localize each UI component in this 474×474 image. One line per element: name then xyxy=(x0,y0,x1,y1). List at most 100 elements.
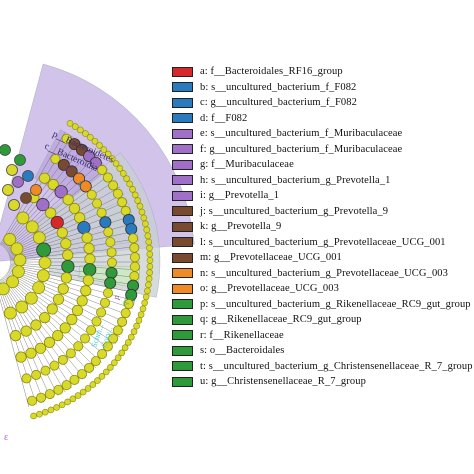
legend-swatch-l xyxy=(172,237,193,248)
node xyxy=(73,341,84,352)
highlight-node xyxy=(61,259,75,274)
node xyxy=(102,341,113,352)
branch-line xyxy=(0,278,72,388)
legend-swatch-q xyxy=(172,314,193,325)
node xyxy=(117,197,128,208)
highlight-node xyxy=(79,180,92,193)
node xyxy=(96,207,107,218)
legend-label-l: l: s__uncultured_bacterium_g_Prevotellac… xyxy=(200,236,446,248)
branch-line xyxy=(9,246,140,261)
node xyxy=(62,249,74,261)
branch-line xyxy=(9,263,140,278)
legend-label-p: p: s__uncultured_bacterium_g_Rikenellace… xyxy=(200,298,471,310)
leaf-node xyxy=(116,165,124,172)
node xyxy=(102,288,113,299)
node xyxy=(108,333,119,344)
legend-item-k: k: g__Prevotella_9 xyxy=(172,219,472,235)
legend-label-q: q: g__Rikenellaceae_RC9_gut_group xyxy=(200,314,362,326)
branch-line xyxy=(8,200,128,255)
leaf-node xyxy=(138,208,146,216)
node xyxy=(59,322,71,334)
legend-swatch-e xyxy=(172,128,193,139)
legend-swatch-h xyxy=(172,175,193,186)
leaf-node xyxy=(142,293,150,301)
legend-label-c: c: g__uncultured_bacterium_f_F082 xyxy=(200,97,357,109)
legend-label-r: r: f__Rikenellaceae xyxy=(200,329,284,341)
legend-label-b: b: s__uncultured_bacterium_f_F082 xyxy=(200,81,357,93)
leaf-node xyxy=(134,197,142,204)
leaf-node xyxy=(79,388,87,396)
leaf-node xyxy=(77,126,84,134)
branch-line xyxy=(9,264,139,286)
branch-line xyxy=(4,275,102,363)
legend-item-m: m: g__Prevotellaceae_UCG_001 xyxy=(172,250,472,266)
leaf-node xyxy=(142,220,149,228)
node xyxy=(129,252,140,263)
branch-line xyxy=(4,276,97,369)
node xyxy=(38,172,51,184)
leaf-node xyxy=(96,142,103,149)
node xyxy=(83,242,95,254)
node xyxy=(21,373,32,384)
branch-line xyxy=(2,145,85,247)
node xyxy=(97,348,108,359)
branch-line xyxy=(9,266,135,302)
leaf-node xyxy=(98,373,106,380)
leaf-node xyxy=(104,150,112,158)
legend-item-h: h: s__uncultured_bacterium_g_Prevotella_… xyxy=(172,173,472,189)
node xyxy=(102,172,113,183)
node xyxy=(32,281,46,295)
leaf-node xyxy=(30,412,37,420)
leaf-node xyxy=(94,377,101,384)
highlight-node xyxy=(65,165,78,178)
node xyxy=(47,178,59,191)
leaf-node xyxy=(91,137,99,145)
node xyxy=(44,389,55,400)
branch-line xyxy=(8,215,133,257)
legend-label-j: j: s__uncultured_bacterium_g_Prevotella_… xyxy=(200,205,389,217)
leaf-node xyxy=(141,299,148,307)
node xyxy=(81,232,93,244)
branch-line xyxy=(0,283,52,400)
branch-line xyxy=(9,230,137,259)
leaf-node xyxy=(145,275,153,283)
node xyxy=(117,316,128,327)
legend-swatch-k xyxy=(172,221,193,232)
legend-swatch-a xyxy=(172,66,193,77)
leaf-node xyxy=(144,287,151,295)
node xyxy=(31,369,42,380)
node xyxy=(15,351,27,363)
node xyxy=(62,194,74,206)
legend-label-f: f: g__uncultured_bacterium_f_Muribaculac… xyxy=(200,143,403,155)
legend-item-t: t: s__uncultured_bacterium_g_Christensen… xyxy=(172,359,473,375)
node xyxy=(82,274,94,286)
leaf-node xyxy=(118,349,126,357)
node xyxy=(6,275,19,289)
node xyxy=(25,347,37,359)
branch-line xyxy=(1,278,79,384)
node xyxy=(99,297,110,308)
leaf-node xyxy=(112,160,120,167)
node xyxy=(30,319,42,331)
legend-swatch-g xyxy=(172,159,193,170)
branch-line xyxy=(9,265,137,294)
legend-item-u: u: g__Christensenellaceae_R_7_group xyxy=(172,374,472,390)
leaf-node xyxy=(130,328,138,335)
branch-line xyxy=(5,274,107,357)
legend-item-d: d: f__F082 xyxy=(172,111,472,127)
leaf-node xyxy=(136,202,144,210)
legend-label-s: s: o__Bacteroidales xyxy=(200,345,285,357)
root-node xyxy=(14,154,26,166)
lower-label-p: p xyxy=(111,294,121,301)
node xyxy=(53,384,64,395)
branch-line xyxy=(4,161,102,249)
leaf-node xyxy=(84,385,92,392)
legend-swatch-d xyxy=(172,113,193,124)
highlight-node xyxy=(105,266,118,279)
node xyxy=(45,207,57,219)
node xyxy=(112,188,123,199)
node xyxy=(80,333,91,344)
node xyxy=(103,227,114,238)
root-node xyxy=(2,184,14,196)
node xyxy=(106,247,117,258)
